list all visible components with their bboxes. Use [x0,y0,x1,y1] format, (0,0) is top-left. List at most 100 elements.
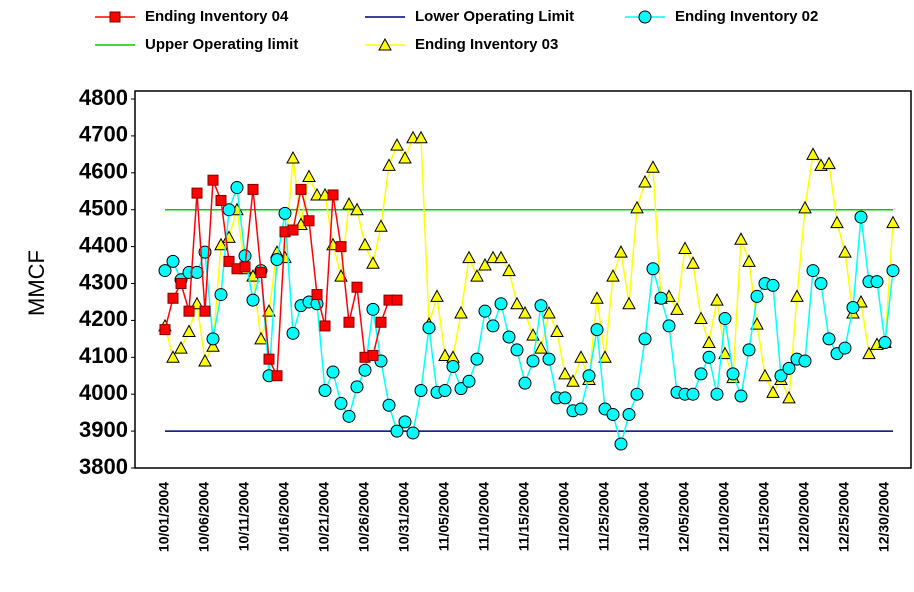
marker [367,349,379,361]
marker [806,147,820,160]
marker [223,255,235,267]
legend-label: Upper Operating limit [145,36,298,53]
marker [174,341,188,354]
x-tick-label: 12/20/2004 [796,482,812,552]
marker [230,181,244,195]
legend-marker [109,11,121,23]
marker [470,352,484,366]
marker [510,296,524,310]
marker [438,384,452,398]
marker [262,304,276,317]
marker [774,369,788,383]
marker [790,289,804,302]
legend-marker [378,37,392,51]
marker [710,387,724,401]
marker [343,316,355,328]
marker [366,256,380,269]
marker [206,332,220,346]
y-tick-label: 4000 [79,380,128,405]
legend-label: Ending Inventory 03 [415,36,558,53]
marker [199,305,211,317]
marker [694,311,708,325]
marker [702,335,716,349]
marker [534,341,548,354]
marker [215,194,227,206]
marker [886,264,900,278]
marker [342,409,356,423]
y-tick-label: 3900 [79,417,128,442]
marker [750,289,764,303]
y-tick-label: 4800 [79,85,128,110]
marker [670,302,684,315]
marker [454,305,468,319]
marker [374,219,388,232]
marker [438,348,452,361]
marker [159,324,171,336]
legend-entry: Ending Inventory 03 [365,36,558,53]
marker [702,350,716,364]
marker [486,319,500,333]
marker [654,291,668,305]
marker [782,361,796,375]
marker [207,174,219,186]
marker [462,250,476,264]
marker [375,316,387,328]
marker [838,341,852,355]
marker [295,183,307,195]
marker [766,385,780,398]
marker [247,183,259,195]
marker [582,369,596,383]
legend-entry: Ending Inventory 04 [95,8,289,25]
legend-entry: Ending Inventory 02 [625,8,818,25]
y-axis-label: MMCF [24,250,49,316]
marker [550,324,564,337]
marker [287,224,299,236]
marker [542,352,556,366]
marker [183,305,195,317]
marker [239,261,251,273]
x-tick-label: 10/11/2004 [236,482,252,552]
y-tick-label: 4100 [79,343,128,368]
marker [319,320,331,332]
legend-entry: Upper Operating limit [95,36,298,53]
marker [414,384,428,398]
marker [166,254,180,268]
marker [806,264,820,278]
y-tick-label: 4200 [79,306,128,331]
marker [590,323,604,337]
marker [502,263,516,277]
marker [222,203,236,217]
marker [726,367,740,381]
marker [166,350,180,363]
marker [758,368,772,382]
marker [510,343,524,357]
marker [542,305,556,319]
x-tick-label: 10/16/2004 [276,482,292,552]
marker [430,289,444,302]
marker [303,215,315,227]
x-tick-label: 10/26/2004 [356,482,372,552]
marker [598,350,612,363]
marker [870,275,884,289]
marker [382,398,396,412]
marker [854,210,868,224]
marker [662,319,676,333]
marker [350,202,364,216]
marker [286,150,300,164]
y-tick-label: 4600 [79,159,128,184]
marker [478,304,492,318]
legend-entry: Lower Operating Limit [365,8,574,25]
legend-label: Ending Inventory 04 [145,8,289,25]
marker [718,312,732,326]
marker [351,281,363,293]
marker [558,391,572,405]
series-line [164,179,397,377]
legend-label: Lower Operating Limit [415,8,574,25]
legend-label: Ending Inventory 02 [675,8,818,25]
marker [167,292,179,304]
y-tick-label: 4300 [79,269,128,294]
plot-frame [134,90,912,469]
marker [574,402,588,416]
marker [398,150,412,164]
